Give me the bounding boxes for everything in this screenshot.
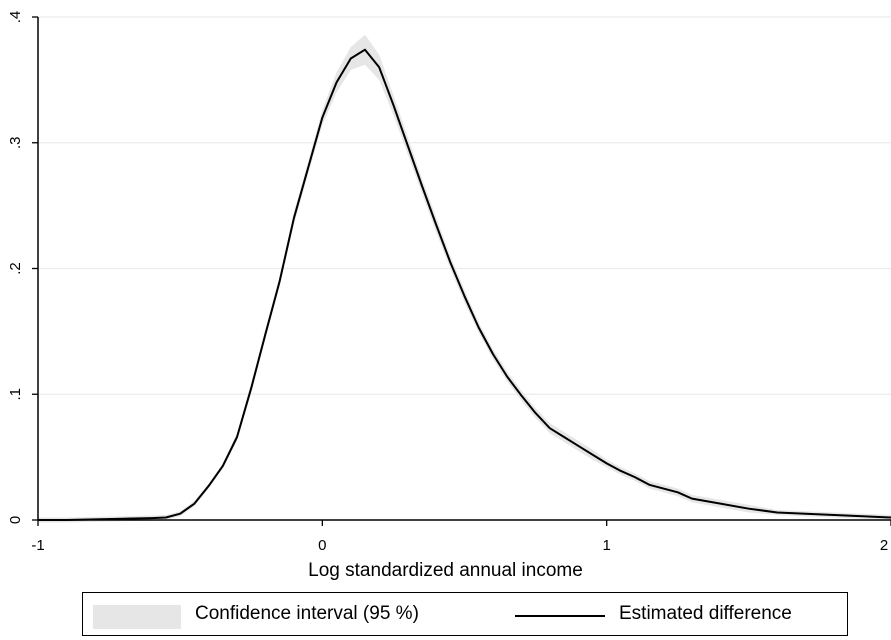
legend-swatch-line bbox=[515, 615, 605, 617]
estimated-difference-line bbox=[38, 48, 891, 521]
y-tick-label-1: .1 bbox=[7, 388, 24, 401]
legend-label-ci: Confidence interval (95 %) bbox=[195, 603, 419, 624]
legend-label-estimate: Estimated difference bbox=[619, 603, 792, 624]
y-tick-label-2: .2 bbox=[7, 262, 24, 275]
legend: Confidence interval (95 %) Estimated dif… bbox=[82, 592, 848, 636]
legend-item-estimate: Estimated difference bbox=[515, 593, 849, 635]
ci-band bbox=[38, 34, 891, 523]
y-tick-label-4: .4 bbox=[7, 11, 24, 24]
x-tick-label-2: 1 bbox=[602, 537, 610, 554]
y-tick-label-3: .3 bbox=[7, 136, 24, 149]
y-tick-label-0: 0 bbox=[7, 516, 24, 524]
legend-swatch-ci bbox=[93, 605, 181, 629]
legend-item-ci: Confidence interval (95 %) bbox=[83, 593, 483, 635]
x-tick-label-1: 0 bbox=[318, 537, 326, 554]
x-tick-label-0: -1 bbox=[31, 537, 44, 554]
x-axis-label: Log standardized annual income bbox=[308, 560, 583, 581]
x-tick-label-3: 2 bbox=[880, 537, 888, 554]
chart-svg: 0 .1 .2 .3 .4 -1 0 1 2 bbox=[7, 11, 891, 554]
